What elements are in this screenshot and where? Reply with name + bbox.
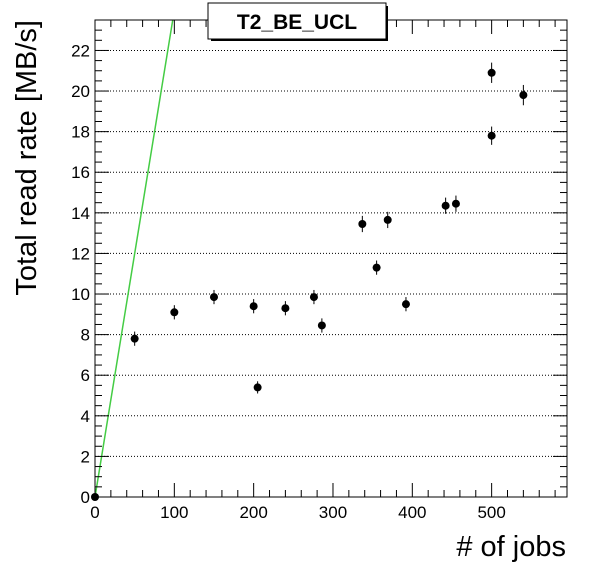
x-axis-title: # of jobs — [456, 531, 566, 563]
x-tick-label: 400 — [398, 503, 426, 522]
marker — [309, 293, 318, 302]
marker — [253, 383, 262, 392]
data-point — [383, 211, 392, 229]
data-point — [487, 62, 496, 83]
marker — [441, 201, 450, 210]
y-tick-label: 18 — [71, 123, 90, 142]
marker — [249, 302, 258, 311]
title-box: T2_BE_UCL — [207, 2, 388, 41]
marker — [383, 215, 392, 224]
plot-frame — [94, 19, 568, 498]
y-tick-labels: 0 2 4 6 8 10 12 14 16 18 20 22 — [71, 41, 90, 507]
data-point — [170, 305, 179, 320]
x-tick-label: 100 — [160, 503, 188, 522]
y-tick-label: 10 — [71, 285, 90, 304]
y-tick-label: 16 — [71, 163, 90, 182]
data-point — [519, 84, 528, 106]
axis-ticks — [94, 20, 567, 498]
data-point — [253, 381, 262, 394]
marker — [130, 334, 139, 343]
x-tick-label: 200 — [239, 503, 267, 522]
y-tick-label: 8 — [81, 326, 90, 345]
data-point — [451, 195, 460, 212]
data-point — [441, 197, 450, 214]
marker — [519, 91, 528, 100]
y-tick-label: 20 — [71, 82, 90, 101]
y-tick-label: 22 — [71, 41, 90, 60]
grid-lines — [95, 49, 567, 457]
marker — [209, 293, 218, 302]
data-point — [281, 301, 290, 316]
data-point — [372, 260, 381, 275]
marker — [487, 131, 496, 140]
data-point — [249, 299, 258, 314]
marker — [170, 308, 179, 317]
reference-line-segment — [94, 19, 174, 498]
marker — [358, 219, 367, 228]
marker — [487, 68, 496, 77]
y-tick-label: 6 — [81, 366, 90, 385]
data-point — [309, 289, 318, 305]
y-tick-label: 2 — [81, 447, 90, 466]
x-tick-labels: 0 100 200 300 400 500 — [90, 503, 506, 522]
data-point — [130, 331, 139, 346]
reference-line — [94, 19, 174, 498]
marker — [317, 321, 326, 330]
x-tick-label: 500 — [477, 503, 505, 522]
data-point — [209, 289, 218, 305]
data-point — [487, 126, 496, 145]
marker — [281, 304, 290, 313]
marker — [401, 300, 410, 309]
marker — [451, 199, 460, 208]
x-tick-label: 300 — [319, 503, 347, 522]
marker — [372, 263, 381, 272]
y-tick-label: 4 — [81, 407, 90, 426]
data-point — [317, 318, 326, 333]
y-tick-label: 14 — [71, 204, 90, 223]
chart-title: T2_BE_UCL — [237, 11, 357, 34]
data-points — [91, 62, 528, 501]
y-axis-title: Total read rate [MB/s] — [11, 20, 43, 296]
x-tick-label: 0 — [90, 503, 99, 522]
y-tick-label: 12 — [71, 244, 90, 263]
data-point — [358, 215, 367, 233]
data-point — [401, 297, 410, 312]
y-tick-label: 0 — [81, 488, 90, 507]
